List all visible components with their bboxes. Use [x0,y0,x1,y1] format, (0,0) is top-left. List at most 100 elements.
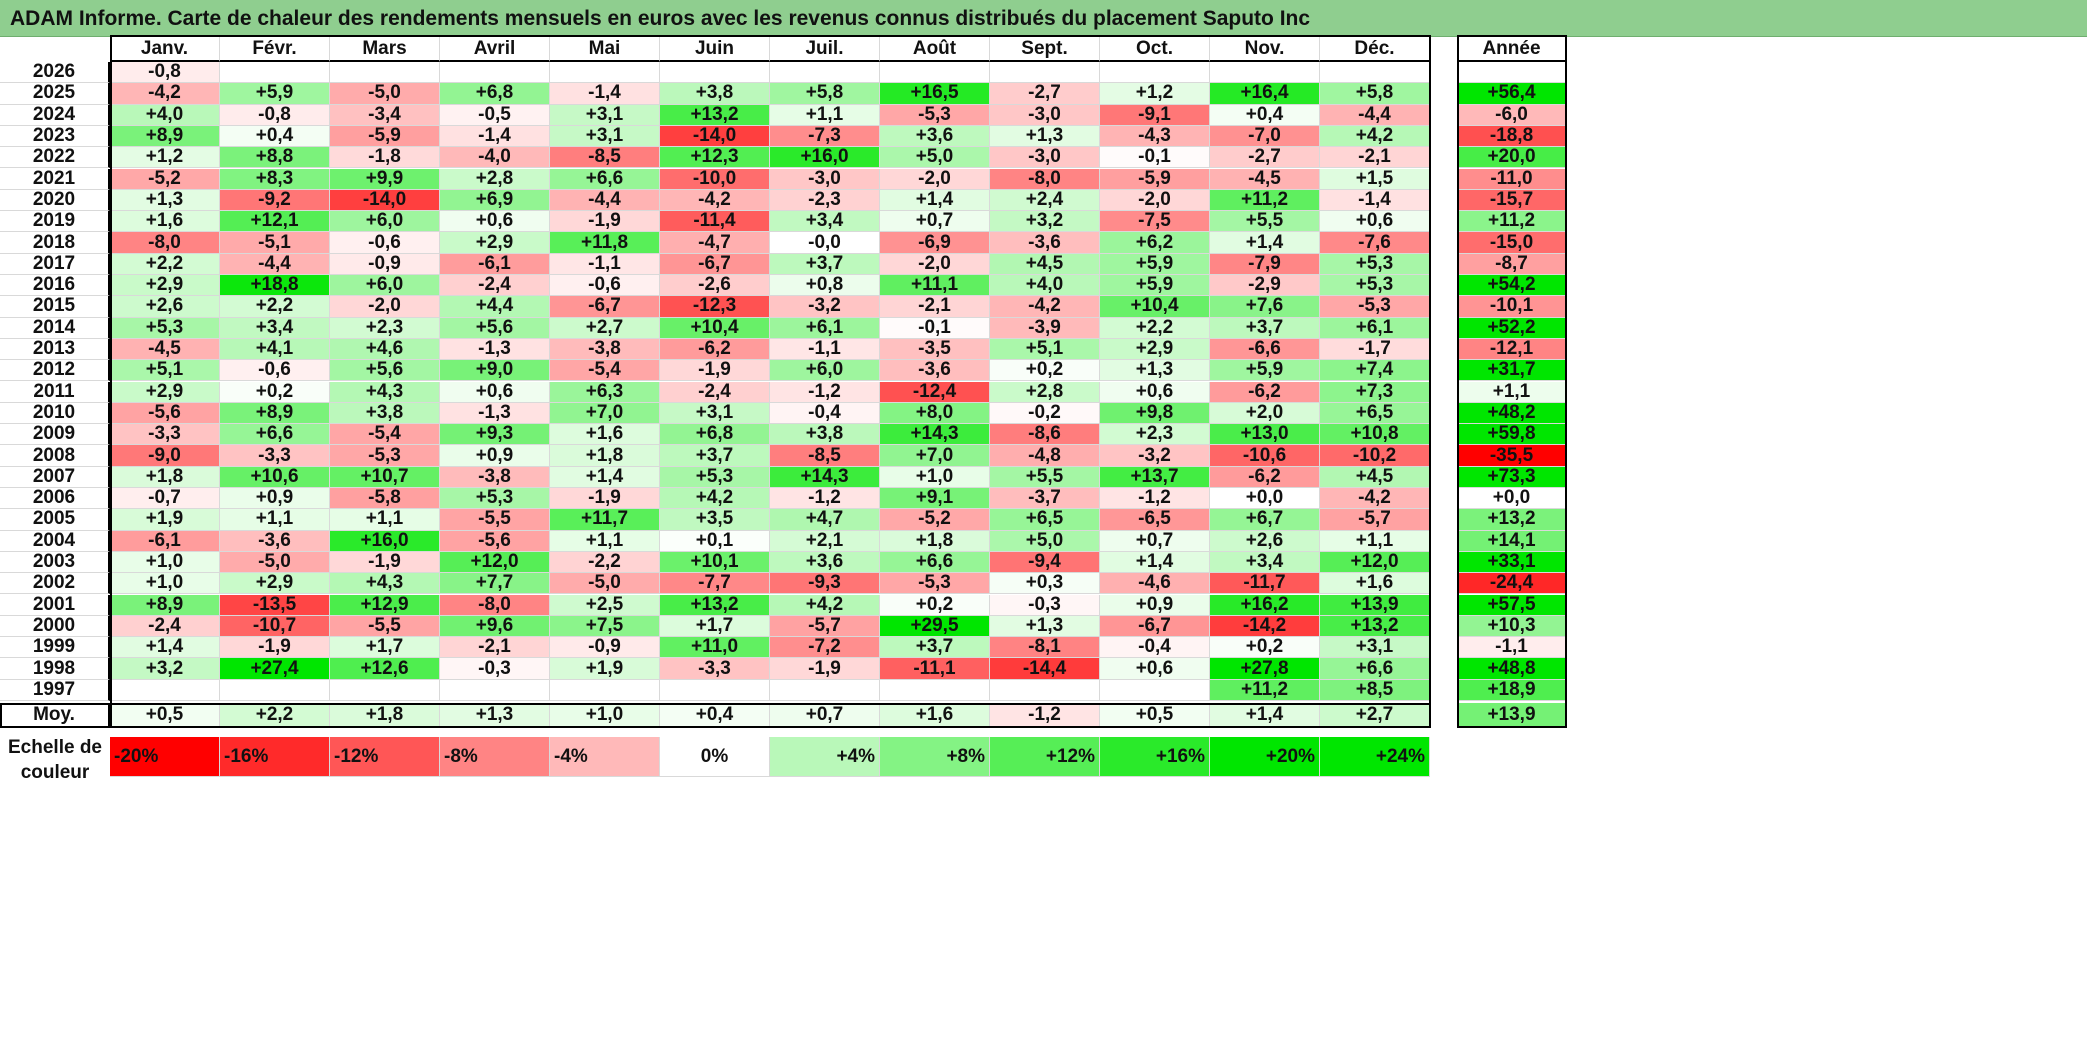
annual-cell: +31,7 [1457,359,1567,382]
annual-cell: +18,9 [1457,679,1567,701]
heatmap-cell: +5,3 [1320,274,1430,297]
heatmap-cell: +0,2 [220,381,330,403]
heatmap-cell: +3,8 [330,402,440,425]
heatmap-cell: +9,8 [1100,402,1210,425]
heatmap-cell: +2,9 [110,274,220,297]
heatmap-cell: -1,9 [550,210,660,233]
heatmap-cell: +1,4 [1210,232,1320,254]
heatmap-cell: +2,3 [330,317,440,339]
heatmap-cell: -2,6 [660,274,770,297]
heatmap-cell: -7,6 [1320,232,1430,254]
month-header: Janv. [110,35,220,62]
heatmap-cell: +7,0 [550,402,660,425]
heatmap-cell: -1,9 [220,636,330,659]
heatmap-cell: -5,9 [330,125,440,148]
heatmap-cell: -8,5 [550,146,660,169]
heatmap-cell: +2,9 [220,572,330,595]
heatmap-cell: +13,2 [1320,615,1430,638]
heatmap-cell: -4,7 [660,232,770,254]
heatmap-cell: -6,5 [1100,508,1210,531]
heatmap-cell: -3,3 [110,423,220,446]
heatmap-cell: +1,1 [220,508,330,531]
annual-cell: -15,7 [1457,189,1567,212]
heatmap-cell: +5,0 [990,530,1100,552]
heatmap-cell: +2,9 [110,381,220,403]
heatmap-cell: +6,0 [330,210,440,233]
heatmap-cell: +2,6 [1210,530,1320,552]
heatmap-cell: +10,4 [1100,295,1210,318]
heatmap-cell: +13,0 [1210,423,1320,446]
heatmap-cell: -1,2 [1100,487,1210,510]
heatmap-cell: +13,7 [1100,466,1210,488]
heatmap-cell: +8,0 [880,402,990,425]
heatmap-cell: +10,8 [1320,423,1430,446]
heatmap-cell: +1,4 [550,466,660,488]
heatmap-cell [1320,62,1430,84]
heatmap-cell: +3,6 [770,551,880,574]
heatmap-cell: +5,8 [1320,82,1430,105]
heatmap-cell: +0,6 [1100,381,1210,403]
color-scale-swatch: -16% [220,737,330,777]
heatmap-cell: -11,1 [880,658,990,680]
heatmap-cell: +10,6 [220,466,330,488]
heatmap-cell: -6,6 [1210,338,1320,361]
annual-cell: -1,1 [1457,636,1567,659]
row-year-label: 2007 [0,466,110,488]
heatmap-cell: +1,8 [880,530,990,552]
heatmap-cell: +29,5 [880,615,990,638]
heatmap-cell: -12,3 [660,295,770,318]
row-year-label: 2012 [0,359,110,382]
heatmap-cell: +1,6 [1320,572,1430,595]
month-header: Oct. [1100,35,1210,62]
heatmap-cell: -4,2 [660,189,770,212]
heatmap-cell: -1,4 [550,82,660,105]
heatmap-cell: -6,2 [1210,381,1320,403]
heatmap-cell: +5,5 [1210,210,1320,233]
heatmap-cell: +1,4 [110,636,220,659]
heatmap-cell: -2,1 [440,636,550,659]
heatmap-cell: +4,3 [330,572,440,595]
heatmap-cell: -0,2 [990,402,1100,425]
heatmap-cell: +0,9 [1100,594,1210,616]
heatmap-cell: -5,0 [550,572,660,595]
heatmap-cell: +5,5 [990,466,1100,488]
heatmap-cell [880,62,990,84]
heatmap-cell: +6,8 [660,423,770,446]
heatmap-cell: -6,1 [440,253,550,275]
heatmap-cell: -14,4 [990,658,1100,680]
heatmap-cell: +3,1 [1320,636,1430,659]
row-year-label: 2005 [0,508,110,531]
heatmap-cell: +5,9 [1100,253,1210,275]
heatmap-cell: -7,2 [770,636,880,659]
heatmap-cell: +4,4 [440,295,550,318]
heatmap-cell: +6,1 [1320,317,1430,339]
heatmap-cell: -3,0 [990,146,1100,169]
heatmap-cell: -5,5 [440,508,550,531]
heatmap-cell: +1,5 [1320,168,1430,190]
heatmap-cell: -12,4 [880,381,990,403]
heatmap-cell: +12,0 [1320,551,1430,574]
heatmap-cell: +13,2 [660,104,770,126]
heatmap-cell: +7,7 [440,572,550,595]
heatmap-cell: -5,7 [1320,508,1430,531]
row-year-label: 2018 [0,232,110,254]
heatmap-cell: +11,0 [660,636,770,659]
average-cell: +1,8 [330,703,440,728]
color-scale-title: Echelle de couleur [0,735,110,783]
heatmap-cell: +7,5 [550,615,660,638]
heatmap-cell: -3,2 [770,295,880,318]
row-year-label: 2020 [0,189,110,212]
row-year-label: 2014 [0,317,110,339]
heatmap-cell: +18,8 [220,274,330,297]
heatmap-cell: -1,7 [1320,338,1430,361]
annual-cell: -6,0 [1457,104,1567,126]
month-header: Avril [440,35,550,62]
heatmap-cell: +3,2 [990,210,1100,233]
heatmap-cell: -2,1 [1320,146,1430,169]
heatmap-cell: +1,2 [1100,82,1210,105]
heatmap-cell: +3,7 [770,253,880,275]
heatmap-cell: -3,0 [770,168,880,190]
heatmap-cell: -3,6 [220,530,330,552]
heatmap-cell: +9,0 [440,359,550,382]
heatmap-cell: +2,9 [440,232,550,254]
